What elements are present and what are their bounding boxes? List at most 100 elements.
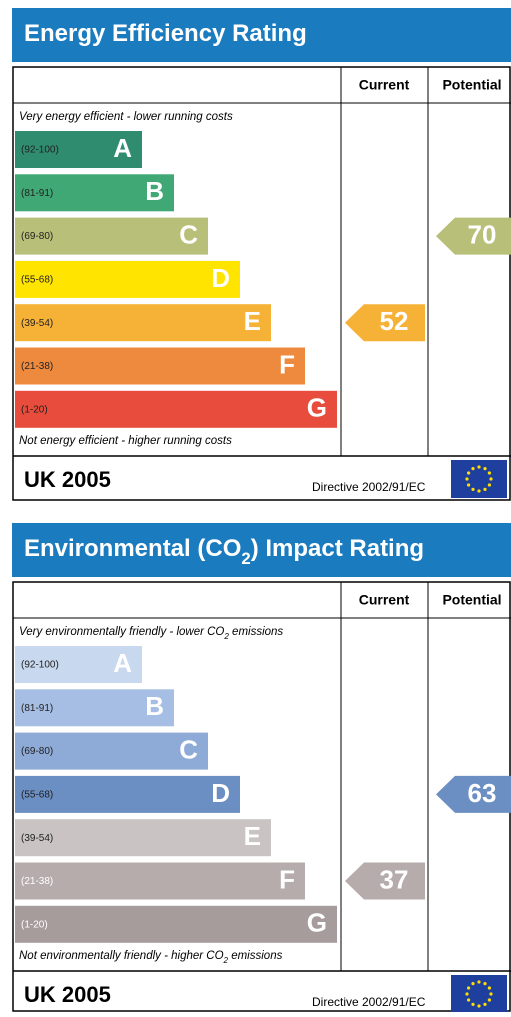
section-title: Energy Efficiency Rating	[24, 20, 307, 47]
top-note-part: 2	[223, 632, 229, 641]
top-note-part: emissions	[229, 626, 284, 638]
band-bar	[15, 304, 271, 342]
directive: Directive 2002/91/EC	[312, 480, 426, 494]
band-range: (92-100)	[21, 145, 59, 156]
eu-star	[483, 1002, 487, 1006]
eu-star	[483, 982, 487, 986]
band-range: (81-91)	[21, 188, 53, 199]
band-range: (1-20)	[21, 919, 48, 930]
title-bar	[12, 8, 511, 62]
band-range: (39-54)	[21, 833, 53, 844]
column-header: Potential	[442, 592, 501, 608]
bottom-note: Not energy efficient - higher running co…	[19, 435, 232, 447]
eu-star	[465, 992, 469, 996]
band-letter: C	[179, 219, 198, 249]
band-bar	[15, 174, 174, 212]
rating-value: 70	[468, 219, 497, 249]
top-note: Very energy efficient - lower running co…	[19, 111, 233, 123]
bottom-note-part: Not energy efficient - higher running co…	[19, 435, 232, 447]
eu-star	[467, 986, 471, 990]
eu-star	[477, 1004, 481, 1008]
section-title-part: Energy Efficiency Rating	[24, 20, 307, 47]
band-bar	[15, 862, 305, 900]
eu-star	[467, 471, 471, 475]
column-header: Current	[359, 592, 410, 608]
section-title-part: Environmental (CO	[24, 535, 241, 562]
eu-star	[477, 980, 481, 984]
band-range: (21-38)	[21, 876, 53, 887]
band-letter: D	[211, 263, 230, 293]
band-bar	[15, 260, 240, 298]
eu-star	[471, 1002, 475, 1006]
band-bar	[15, 646, 142, 683]
bottom-note-part: 2	[223, 956, 229, 965]
band-letter: A	[113, 648, 132, 678]
section-title-part: ) Impact Rating	[251, 535, 424, 562]
band-bar	[15, 732, 208, 770]
band-letter: B	[145, 176, 164, 206]
eu-star	[467, 483, 471, 487]
band-range: (69-80)	[21, 746, 53, 757]
bottom-note-part: emissions	[228, 950, 283, 962]
eu-star	[489, 992, 493, 996]
rating-value: 63	[468, 778, 497, 808]
bottom-note-part: Not environmentally friendly - higher CO	[19, 950, 224, 962]
eu-star	[483, 467, 487, 471]
band-range: (55-68)	[21, 790, 53, 801]
table-frame	[12, 66, 511, 501]
eu-star	[467, 998, 471, 1002]
eu-star	[487, 998, 491, 1002]
eu-star	[489, 477, 493, 481]
band-bar	[15, 689, 174, 727]
band-bar	[15, 217, 208, 255]
band-letter: E	[244, 821, 261, 851]
section-title: Environmental (CO2) Impact Rating	[24, 535, 424, 568]
eu-star	[465, 477, 469, 481]
band-range: (39-54)	[21, 318, 53, 329]
eu-star	[471, 487, 475, 491]
band-range: (21-38)	[21, 361, 53, 372]
band-letter: D	[211, 778, 230, 808]
band-letter: E	[244, 306, 261, 336]
directive: Directive 2002/91/EC	[312, 995, 426, 1009]
band-letter: G	[307, 908, 327, 938]
column-header: Current	[359, 77, 410, 93]
band-bar	[15, 775, 240, 813]
band-letter: F	[279, 349, 295, 379]
rating-value: 37	[380, 864, 409, 894]
eu-star	[483, 487, 487, 491]
band-bar	[15, 819, 271, 857]
title-bar	[12, 523, 511, 577]
band-bar	[15, 905, 337, 943]
band-range: (55-68)	[21, 275, 53, 286]
top-note-part: Very environmentally friendly - lower CO	[19, 626, 224, 638]
bottom-note: Not environmentally friendly - higher CO…	[19, 950, 283, 965]
section-title-part: 2	[241, 549, 250, 568]
band-letter: G	[307, 393, 327, 423]
eu-star	[471, 467, 475, 471]
band-bar	[15, 390, 337, 428]
band-letter: B	[145, 691, 164, 721]
rating-value: 52	[380, 306, 409, 336]
band-bar	[15, 347, 305, 385]
band-bar	[15, 131, 142, 168]
eu-star	[487, 986, 491, 990]
eu-star	[487, 483, 491, 487]
band-letter: A	[113, 133, 132, 163]
band-letter: F	[279, 864, 295, 894]
eu-star	[477, 489, 481, 493]
eu-star	[487, 471, 491, 475]
rating-arrow	[436, 775, 511, 813]
rating-arrow	[345, 304, 425, 342]
eu-star	[477, 465, 481, 469]
eu-star	[471, 982, 475, 986]
band-range: (92-100)	[21, 660, 59, 671]
band-range: (81-91)	[21, 703, 53, 714]
band-letter: C	[179, 734, 198, 764]
top-note-part: Very energy efficient - lower running co…	[19, 111, 233, 123]
footer-label: UK 2005	[24, 982, 111, 1007]
column-header: Potential	[442, 77, 501, 93]
rating-arrow	[436, 217, 511, 255]
rating-arrow	[345, 862, 425, 900]
